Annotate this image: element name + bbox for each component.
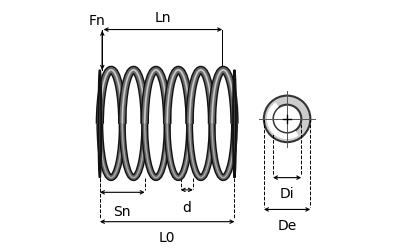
Circle shape <box>273 105 301 133</box>
Ellipse shape <box>99 70 101 178</box>
Text: Ln: Ln <box>155 11 171 25</box>
Text: L0: L0 <box>159 232 176 245</box>
Text: d: d <box>182 201 191 215</box>
Circle shape <box>264 96 310 142</box>
Text: Fn: Fn <box>89 14 106 28</box>
Ellipse shape <box>233 70 236 178</box>
Text: Sn: Sn <box>113 204 131 218</box>
Text: Di: Di <box>280 188 294 202</box>
Text: De: De <box>278 219 297 233</box>
